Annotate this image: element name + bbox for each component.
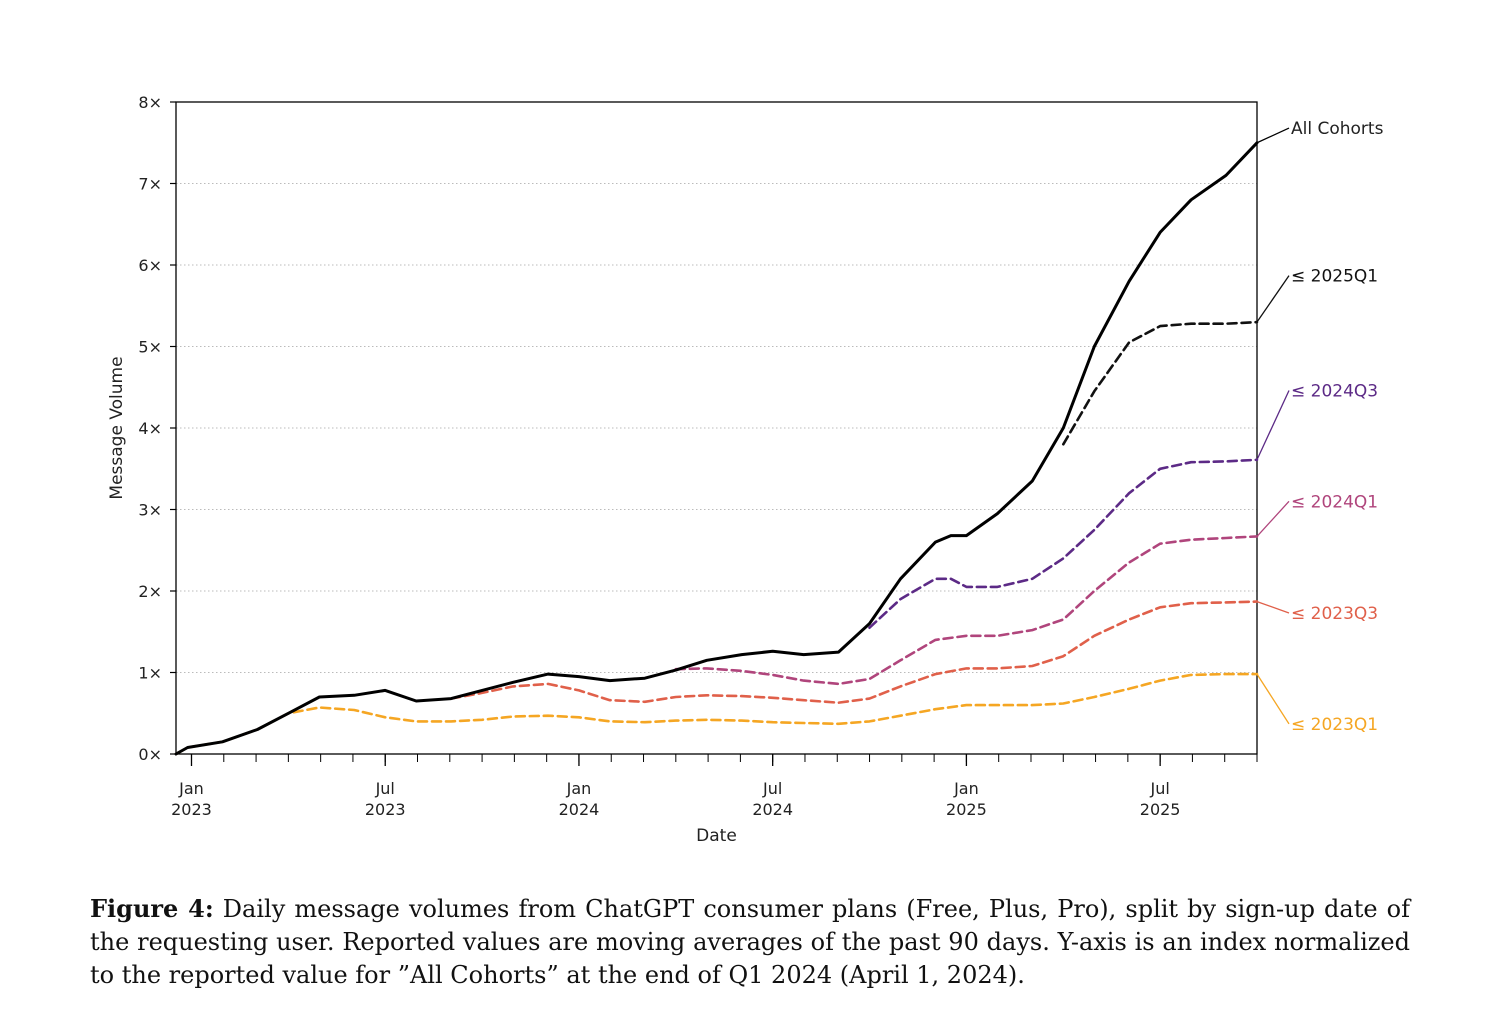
x-tick-label-year: 2024 — [752, 800, 793, 819]
series-lines — [174, 141, 1259, 756]
y-tick-label: 0× — [138, 745, 162, 764]
series-line — [449, 600, 1259, 705]
x-tick-label-year: 2024 — [559, 800, 600, 819]
series-line — [868, 458, 1259, 630]
x-axis: Jan 2023 Jul 2023 Jan 2024 Jul 2024 Jan 2025 Jul 20… — [171, 754, 1258, 819]
x-tick-label-month: Jan — [953, 779, 979, 798]
caption-text: Daily message volumes from ChatGPT consu… — [90, 895, 1411, 989]
x-tick-label-month: Jul — [375, 779, 395, 798]
y-axis-title: Message Volume — [107, 356, 127, 499]
y-tick-label: 8× — [138, 93, 162, 112]
x-axis-title: Date — [696, 826, 737, 846]
series-label: ≤ 2024Q1 — [1291, 492, 1378, 512]
series-leader-line — [1256, 673, 1290, 725]
message-volume-chart: 0× 1× 2× 3× 4× 5× 6× 7× 8× Jan 2023 Jul 2023 Jan 2024… — [107, 93, 1384, 846]
y-axis: 0× 1× 2× 3× 4× 5× 6× 7× 8× — [138, 93, 176, 764]
series-line — [674, 535, 1259, 686]
series-leader-line — [1256, 390, 1290, 461]
series-leader-line — [1256, 127, 1290, 144]
x-tick-label-year: 2023 — [171, 800, 212, 819]
series-leader-line — [1256, 600, 1290, 614]
x-tick-label-month: Jan — [566, 779, 592, 798]
series-labels: ≤ 2023Q1 ≤ 2023Q3 ≤ 2024Q1 ≤ 2024Q3 ≤ 2025Q1… — [1256, 119, 1384, 735]
figure-caption: Figure 4: Daily message volumes from Cha… — [90, 892, 1410, 992]
y-tick-label: 5× — [138, 338, 162, 357]
y-tick-label: 6× — [138, 256, 162, 275]
series-leader-line — [1256, 275, 1290, 323]
y-tick-label: 4× — [138, 419, 162, 438]
caption-label: Figure 4: — [90, 894, 214, 923]
x-tick-label-year: 2023 — [365, 800, 406, 819]
x-tick-label-month: Jul — [1149, 779, 1169, 798]
gridlines — [176, 183, 1257, 673]
series-line — [1062, 320, 1259, 446]
series-leader-line — [1256, 500, 1290, 537]
series-line — [174, 672, 1259, 756]
series-line — [174, 141, 1259, 756]
x-tick-label-month: Jan — [178, 779, 204, 798]
series-label: ≤ 2024Q3 — [1291, 382, 1378, 402]
y-tick-label: 2× — [138, 582, 162, 601]
series-label: ≤ 2025Q1 — [1291, 267, 1378, 287]
series-label: ≤ 2023Q1 — [1291, 715, 1378, 735]
x-tick-label-month: Jul — [762, 779, 782, 798]
series-label: ≤ 2023Q3 — [1291, 604, 1378, 624]
y-tick-label: 7× — [138, 175, 162, 194]
y-tick-label: 3× — [138, 501, 162, 520]
x-tick-label-year: 2025 — [1140, 800, 1181, 819]
series-label: All Cohorts — [1291, 119, 1384, 139]
x-tick-label-year: 2025 — [946, 800, 987, 819]
y-tick-label: 1× — [138, 664, 162, 683]
